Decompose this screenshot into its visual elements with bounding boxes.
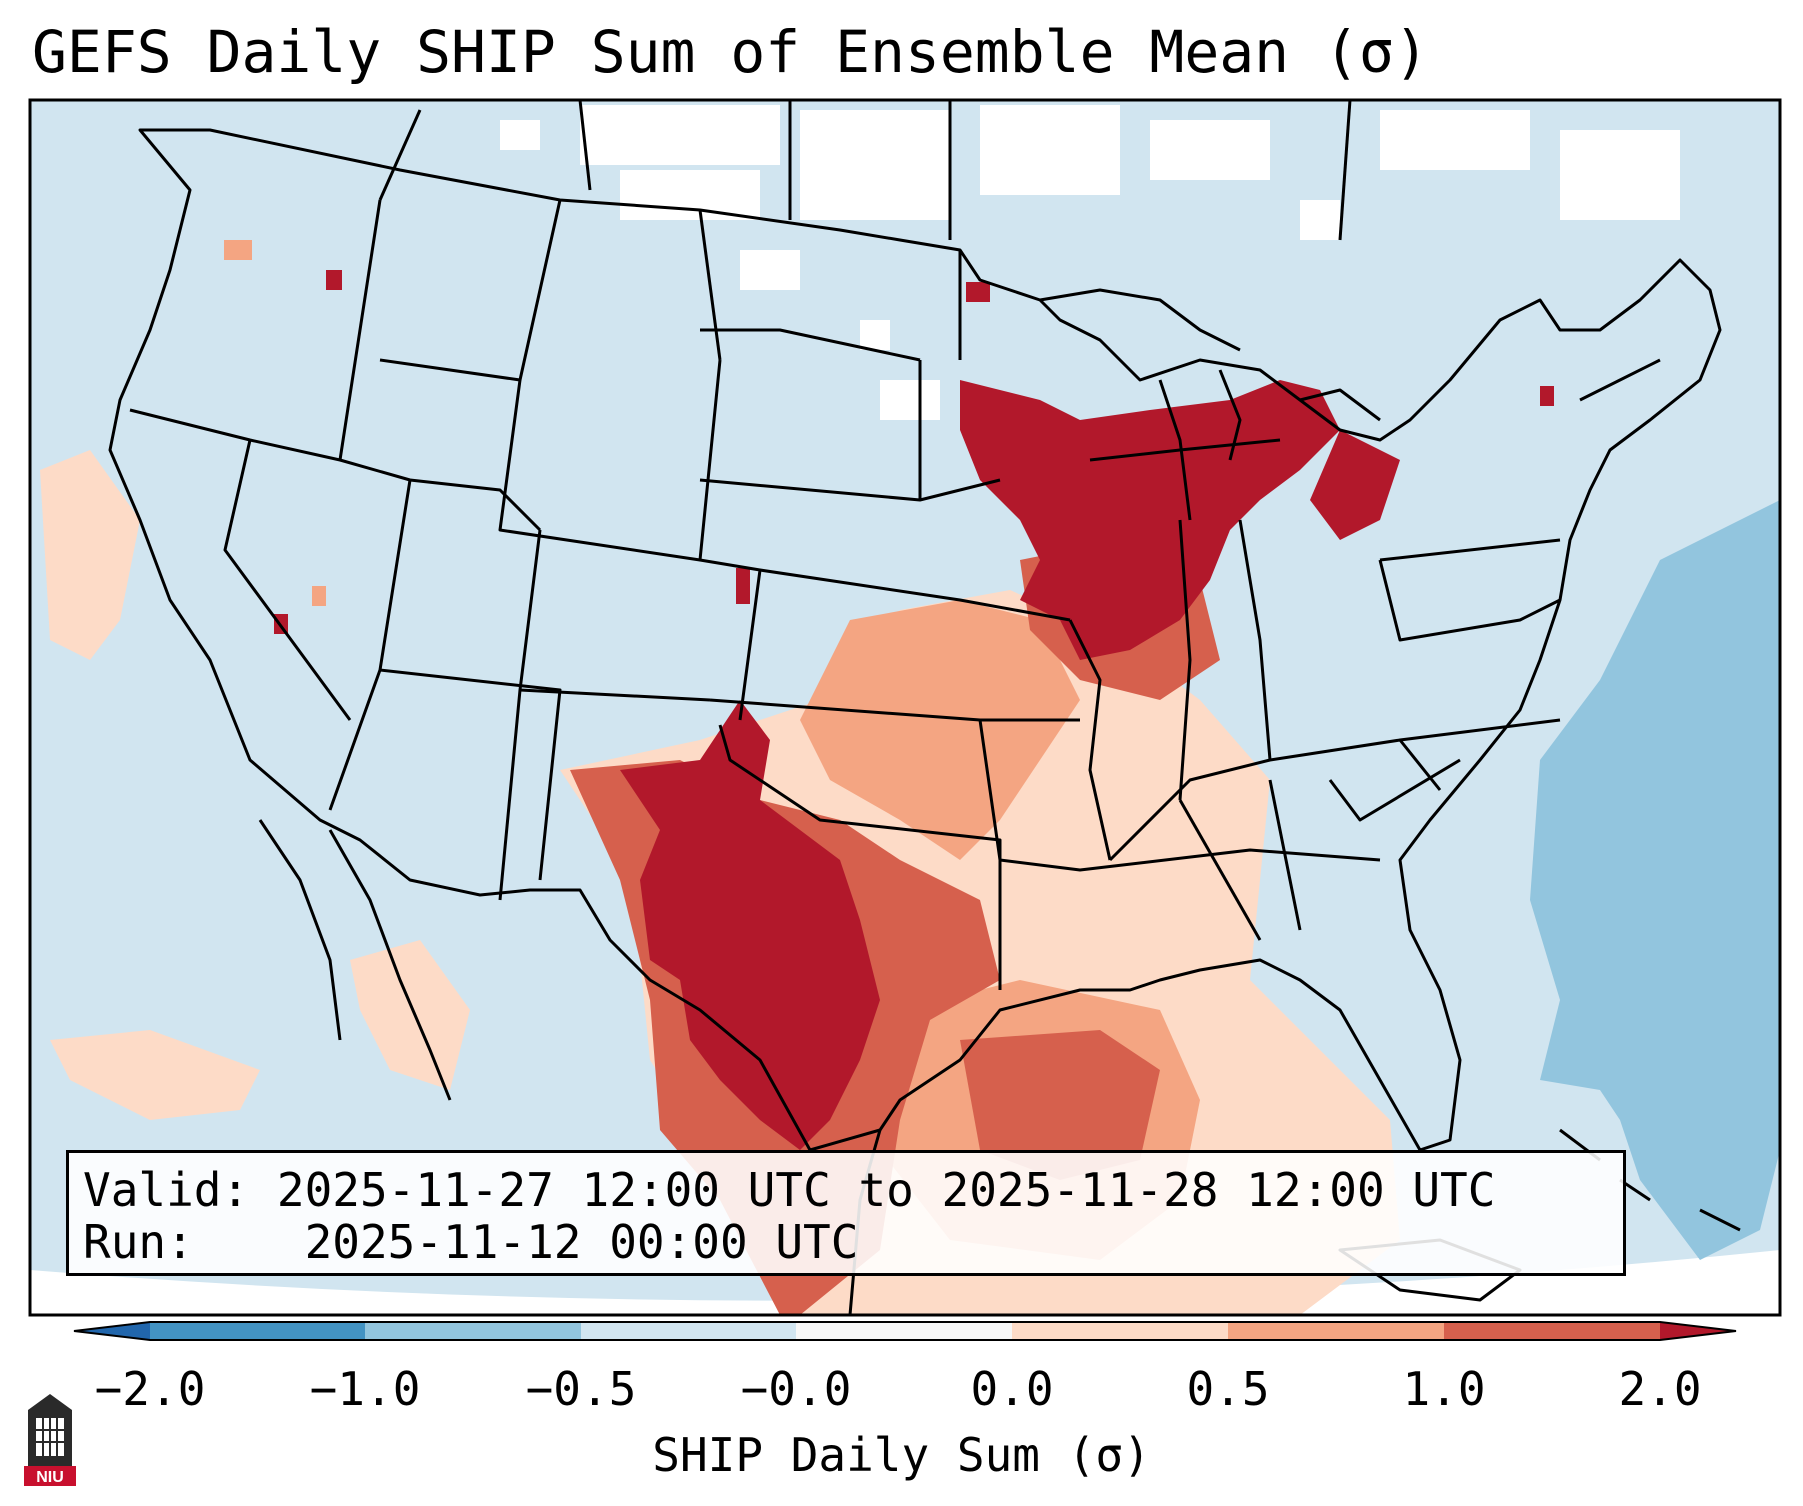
colorbar-outline bbox=[73, 1321, 1737, 1341]
mid-red-area bbox=[800, 600, 1080, 860]
colorbar-segment bbox=[796, 1322, 1012, 1340]
colorbar-segment bbox=[581, 1322, 796, 1340]
map-title: GEFS Daily SHIP Sum of Ensemble Mean (σ) bbox=[32, 18, 1429, 86]
colorbar-segment bbox=[1012, 1322, 1228, 1340]
colorbar-extend-low bbox=[74, 1322, 150, 1340]
valid-value: 2025-11-27 12:00 UTC to 2025-11-28 12:00… bbox=[276, 1163, 1496, 1217]
cell bbox=[224, 240, 252, 260]
colorbar-tick: 0.5 bbox=[1186, 1362, 1270, 1416]
light-red-pacific bbox=[50, 1030, 260, 1120]
map-frame bbox=[28, 98, 1782, 1317]
dark-red-ohio bbox=[1310, 430, 1400, 540]
light-red-west bbox=[40, 450, 140, 660]
colorbar-tick: −0.5 bbox=[525, 1362, 637, 1416]
logo-text: NIU bbox=[36, 1469, 64, 1486]
dark-red-greatlakes bbox=[960, 380, 1340, 660]
colorbar-segment bbox=[1444, 1322, 1660, 1340]
light-red-mexico bbox=[350, 940, 470, 1090]
white-cells bbox=[500, 105, 1680, 420]
valid-line: Valid: 2025-11-27 12:00 UTC to 2025-11-2… bbox=[83, 1163, 1495, 1217]
valid-run-box: Valid: 2025-11-27 12:00 UTC to 2025-11-2… bbox=[66, 1150, 1626, 1276]
colorbar-tick: 1.0 bbox=[1402, 1362, 1486, 1416]
cell bbox=[312, 586, 326, 606]
cell bbox=[326, 270, 342, 290]
niu-tower-icon: NIU bbox=[24, 1394, 76, 1486]
run-line: Run: 2025-11-12 00:00 UTC bbox=[83, 1215, 858, 1269]
colorbar-extend-high bbox=[1660, 1322, 1736, 1340]
cell bbox=[1540, 386, 1554, 406]
colorbar-tick: −2.0 bbox=[94, 1362, 206, 1416]
dark-red-texas bbox=[620, 700, 880, 1150]
colorbar-tick: −1.0 bbox=[309, 1362, 421, 1416]
colorbar-segment bbox=[1228, 1322, 1444, 1340]
colorbar-tick: −0.0 bbox=[740, 1362, 852, 1416]
cell bbox=[736, 568, 750, 604]
colorbar-segment bbox=[365, 1322, 581, 1340]
colorbar-label: SHIP Daily Sum (σ) bbox=[652, 1428, 1151, 1482]
run-value: 2025-11-12 00:00 UTC bbox=[304, 1215, 859, 1269]
colorbar-segment bbox=[150, 1322, 365, 1340]
state-borders bbox=[108, 100, 1741, 1315]
atlantic-negative bbox=[1530, 500, 1780, 1260]
colorbar-tick: 0.0 bbox=[970, 1362, 1054, 1416]
red-gulf bbox=[960, 1030, 1160, 1180]
colorbar bbox=[73, 1321, 1737, 1341]
colorbar-tick: 2.0 bbox=[1618, 1362, 1702, 1416]
projection-edge bbox=[30, 1250, 1780, 1315]
run-label: Run: bbox=[83, 1215, 194, 1269]
cell bbox=[966, 282, 990, 302]
valid-label: Valid: bbox=[83, 1163, 250, 1217]
